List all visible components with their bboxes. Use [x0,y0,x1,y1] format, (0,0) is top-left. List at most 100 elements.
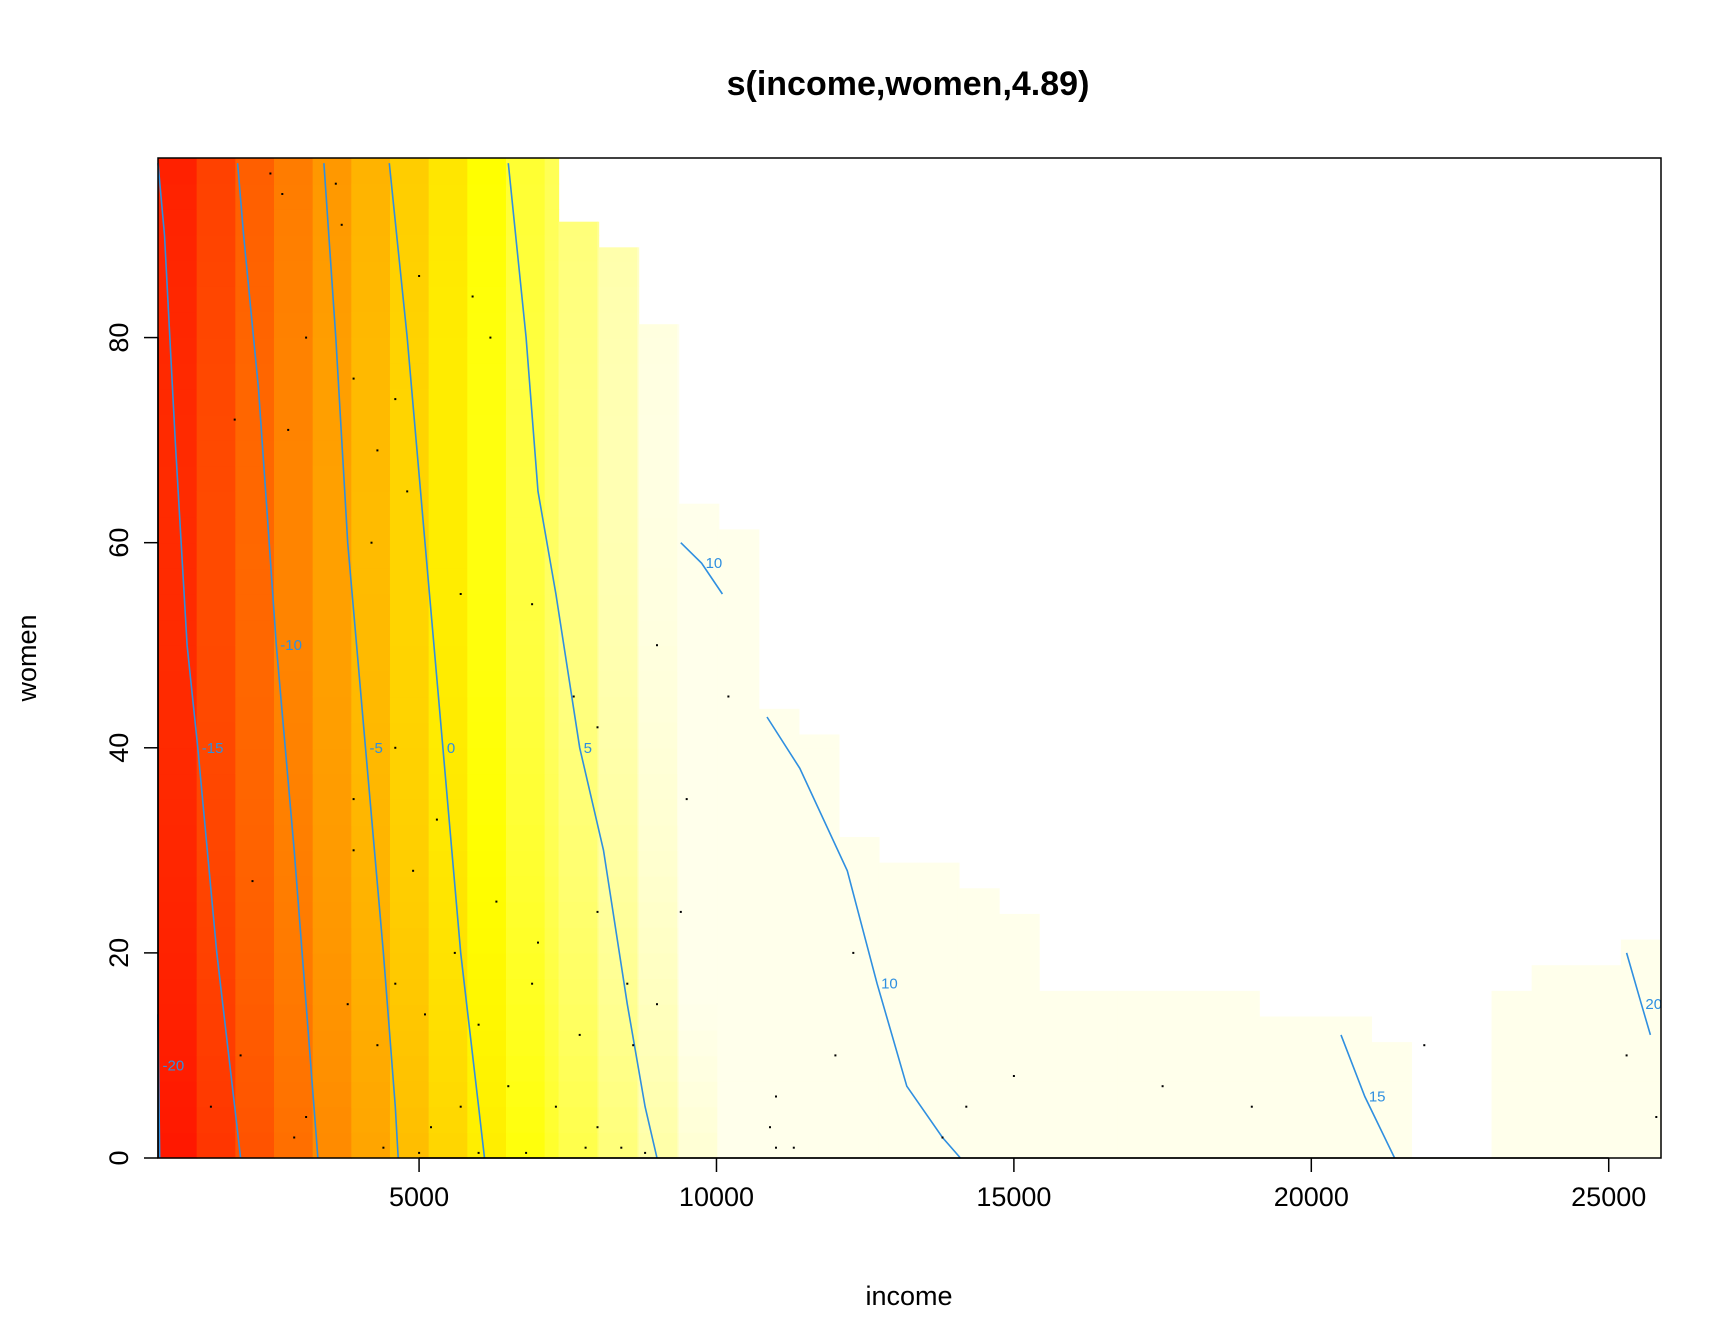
heat-cell [1079,1004,1119,1031]
contour-label: -10 [280,637,302,654]
heat-cell [505,1132,546,1159]
heat-cell [758,1029,799,1057]
heat-cell [1195,1055,1235,1082]
heat-cell [999,978,1039,1005]
heat-cell [1410,1081,1413,1108]
heat-cell [678,824,718,851]
x-tick-label: 15000 [976,1182,1051,1212]
contour-line [1340,1034,1396,1159]
heat-cell [235,901,275,928]
heat-cell [505,517,546,544]
heat-cell [1608,1004,1622,1031]
heat-cell [544,1106,560,1133]
heat-cell [273,1081,314,1108]
heat-cell [958,1004,999,1031]
heat-cell [196,363,236,390]
heat-cell [757,1055,760,1082]
observation-point [281,193,284,195]
heat-cell [312,645,352,672]
heat-cell [877,875,880,903]
heat-cell [505,978,546,1005]
observation-point [394,746,397,749]
heat-cell [918,1055,959,1082]
heat-cell [837,1029,840,1057]
heat-cell [158,1055,198,1082]
heat-cell [1233,1106,1260,1133]
heat-cell [558,1132,598,1159]
heat-cell [505,875,546,903]
observation-point [596,726,599,729]
heat-cell [1531,1029,1571,1057]
heat-cell [917,862,920,877]
heat-cell [558,696,598,723]
heat-cell [428,850,468,877]
heat-cell [1297,1029,1338,1057]
heat-cell [677,1081,680,1108]
heat-cell [878,952,919,980]
observation-point [453,951,456,954]
heat-cell [678,850,718,877]
heat-cell [878,1029,919,1057]
heat-cell [917,1132,920,1159]
heat-cell [235,978,275,1005]
heat-cell [1077,1081,1080,1108]
heat-cell [1608,1081,1622,1108]
heat-cell [273,286,314,313]
heat-cell [428,465,468,492]
heat-cell [677,593,680,621]
heat-cell [877,952,880,980]
heat-cell [958,1081,999,1108]
heat-cell [637,1004,640,1031]
heat-cell [273,850,314,877]
heat-cell [837,978,840,1005]
heat-cell [718,1004,758,1031]
contour-label: 5 [584,740,592,757]
observation-point [531,603,534,606]
contour-line [236,163,319,1159]
heat-cell [235,286,275,313]
x-tick-label: 25000 [1571,1182,1646,1212]
heat-cell [196,1004,236,1031]
heat-cell [918,862,959,877]
heat-cell [312,747,352,775]
observation-point [1012,1075,1015,1077]
heat-cell [838,1081,879,1108]
heat-cell [196,183,236,210]
heat-cell [558,875,598,903]
heat-cell [717,568,720,595]
heat-cell [428,440,468,467]
heat-cell [638,542,678,569]
heat-cell [544,645,560,672]
heat-cell [505,901,546,928]
heat-cell [196,568,236,595]
heat-cell [999,1106,1039,1133]
heat-cell [957,1132,960,1159]
heat-cell [598,1106,638,1133]
heat-cell [1233,1004,1260,1031]
heat-cell [837,747,840,775]
heat-cell [273,568,314,595]
heat-cell [638,1106,678,1133]
heat-cell [389,799,430,826]
heat-cell [1117,1081,1158,1108]
heat-cell [158,619,198,646]
heat-cell [718,542,758,569]
heat-cell [597,388,600,416]
heat-cell [351,388,391,416]
heat-cell [544,465,560,492]
heat-cell [544,209,560,236]
heat-cell [428,696,468,723]
heat-cell [1620,1106,1661,1133]
heat-cell [1039,1132,1079,1159]
heat-cell [558,850,598,877]
heat-cell [312,773,352,800]
heat-cell [717,824,720,851]
heat-cell [637,440,640,467]
heat-cell [638,722,678,749]
heat-cell [598,952,638,980]
heat-cell [158,593,198,621]
heat-cell [558,619,598,646]
heat-cell [598,670,638,698]
heat-cell [196,286,236,313]
heat-cell [428,183,468,210]
